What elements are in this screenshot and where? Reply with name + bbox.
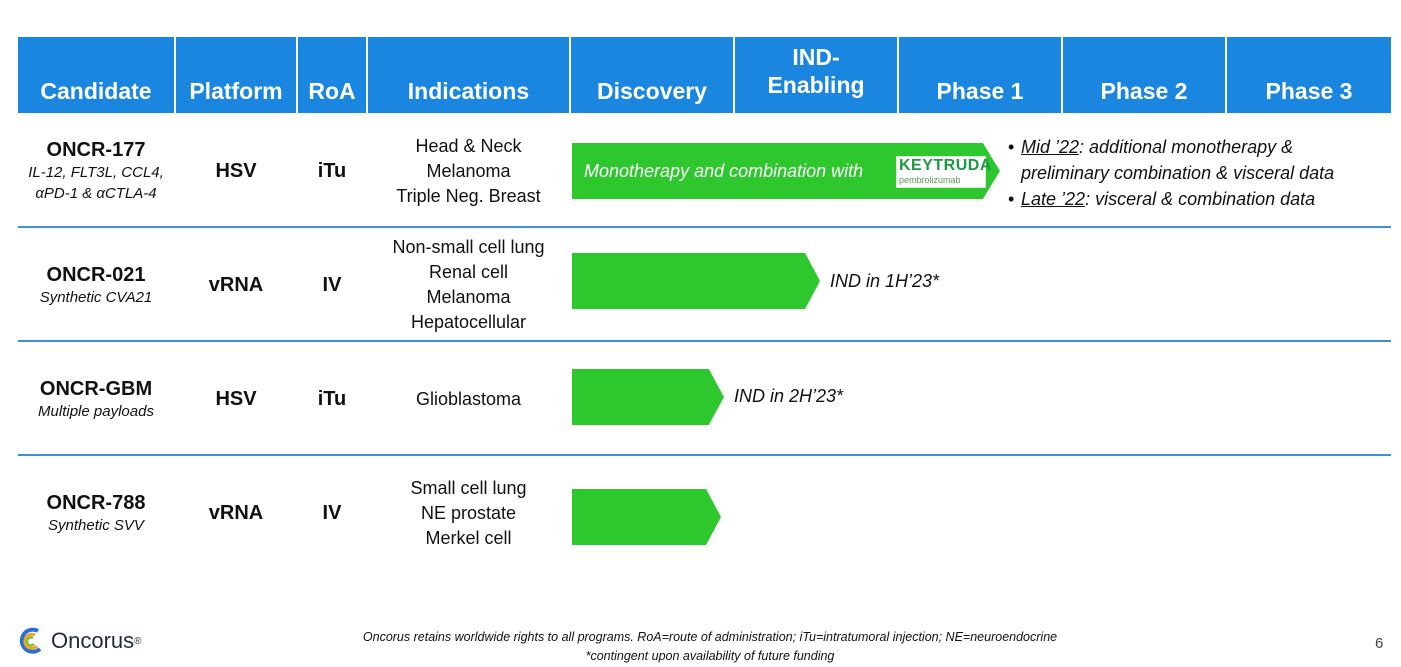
keytruda-generic-name: pembrolizumab [899,175,961,185]
candidate-name: ONCR-GBM [39,377,153,400]
header-discovery: Discovery [597,78,707,104]
header-divider [174,37,176,113]
candidate-payload: αPD-1 & αCTLA-4 [35,185,157,202]
header-ind-enabling-line1: IND- [792,44,840,70]
row-divider [18,454,1391,456]
oncorus-logo-icon [19,627,42,654]
candidate-cell: ONCR-177 IL-12, FLT3L, CCL4, αPD-1 & αCT… [18,135,174,207]
indication: Head & Neck [415,135,522,156]
milestone-bullets: • Mid ’22: additional monotherapy & prel… [1008,134,1334,212]
platform-cell: HSV [215,159,257,182]
progress-arrow [572,253,820,309]
page-number: 6 [1375,635,1384,652]
header-divider [366,37,368,113]
indications-cell: Non-small cell lung Renal cell Melanoma … [368,234,569,336]
milestone-bullet: • Late ’22: visceral & combination data [1008,186,1334,212]
milestone-text: Mid ’22: additional monotherapy & prelim… [1021,134,1334,186]
oncorus-wordmark: Oncorus [51,628,135,653]
header-divider [733,37,735,113]
oncorus-logo: Oncorus ® [16,626,142,656]
indication: Hepatocellular [410,312,527,332]
header-candidate: Candidate [40,78,152,104]
platform-cell: HSV [215,387,257,410]
roa-cell: iTu [317,159,347,182]
indication: Melanoma [426,160,511,181]
footnote: Oncorus retains worldwide rights to all … [285,628,1135,666]
roa-cell: IV [322,273,342,296]
registered-mark: ® [134,635,142,647]
milestone-lead: Late ’22 [1021,189,1086,209]
candidate-cell: ONCR-788 Synthetic SVV [18,477,174,549]
candidate-name: ONCR-177 [46,139,146,161]
footnote-line: *contingent upon availability of future … [585,649,835,663]
indication: Melanoma [426,287,511,307]
footnote-line: Oncorus retains worldwide rights to all … [362,630,1058,644]
platform-cell: vRNA [208,273,264,296]
indications-cell: Head & Neck Melanoma Triple Neg. Breast [368,131,569,211]
indication: Non-small cell lung [392,237,545,257]
candidate-payload: Synthetic CVA21 [39,288,153,306]
header-divider [1225,37,1227,113]
candidate-cell: ONCR-021 Synthetic CVA21 [18,249,174,321]
bullet-dot-icon: • [1008,137,1015,157]
header-platform: Platform [189,78,283,104]
roa-cell: iTu [317,387,347,410]
row-divider [18,226,1391,228]
header-phase2: Phase 2 [1100,78,1188,104]
milestone-rest: : additional monotherapy & [1079,137,1294,157]
progress-arrow [572,369,724,425]
row-divider [18,340,1391,342]
indication: Triple Neg. Breast [396,185,541,206]
header-indications: Indications [407,78,530,104]
keytruda-wordmark: KEYTRUDA [899,157,992,174]
progress-arrow-label: Monotherapy and combination with [584,161,864,181]
milestone-lead: Mid ’22 [1021,137,1080,157]
indications-cell: Small cell lung NE prostate Merkel cell [368,475,569,551]
candidate-cell: ONCR-GBM Multiple payloads [18,363,174,435]
indication: Merkel cell [425,527,512,548]
header-divider [897,37,899,113]
candidate-name: ONCR-021 [46,263,146,286]
header-divider [1061,37,1063,113]
milestone-bullet: • Mid ’22: additional monotherapy & prel… [1008,134,1334,186]
header-divider [569,37,571,113]
header-phase3: Phase 3 [1265,78,1353,104]
header-ind-enabling: IND- Enabling [735,37,897,113]
pipeline-header: Candidate Platform RoA Indications Disco… [18,37,1391,113]
milestone-rest: : visceral & combination data [1085,189,1316,209]
milestone-note: IND in 1H’23* [830,271,940,291]
candidate-payload: Synthetic SVV [48,516,144,534]
indications-cell: Glioblastoma [368,363,569,435]
header-roa: RoA [308,78,356,104]
bullet-dot-icon: • [1008,189,1015,209]
keytruda-logo: KEYTRUDA pembrolizumab [896,156,991,188]
candidate-payload: Multiple payloads [38,402,154,420]
header-divider [296,37,298,113]
milestone-note: IND in 2H’23* [734,386,844,406]
header-ind-enabling-line2: Enabling [767,72,865,98]
candidate-name: ONCR-788 [46,491,146,514]
platform-cell: vRNA [208,501,264,524]
roa-cell: IV [322,501,342,524]
indication: Renal cell [428,262,509,282]
candidate-payload: IL-12, FLT3L, CCL4, [28,164,164,181]
milestone-rest: preliminary combination & visceral data [1021,163,1335,183]
indication: NE prostate [420,502,517,523]
progress-arrow [572,489,721,545]
indication: Small cell lung [410,477,527,498]
header-phase1: Phase 1 [936,78,1024,104]
milestone-text: Late ’22: visceral & combination data [1021,186,1315,212]
indication: Glioblastoma [415,388,522,409]
